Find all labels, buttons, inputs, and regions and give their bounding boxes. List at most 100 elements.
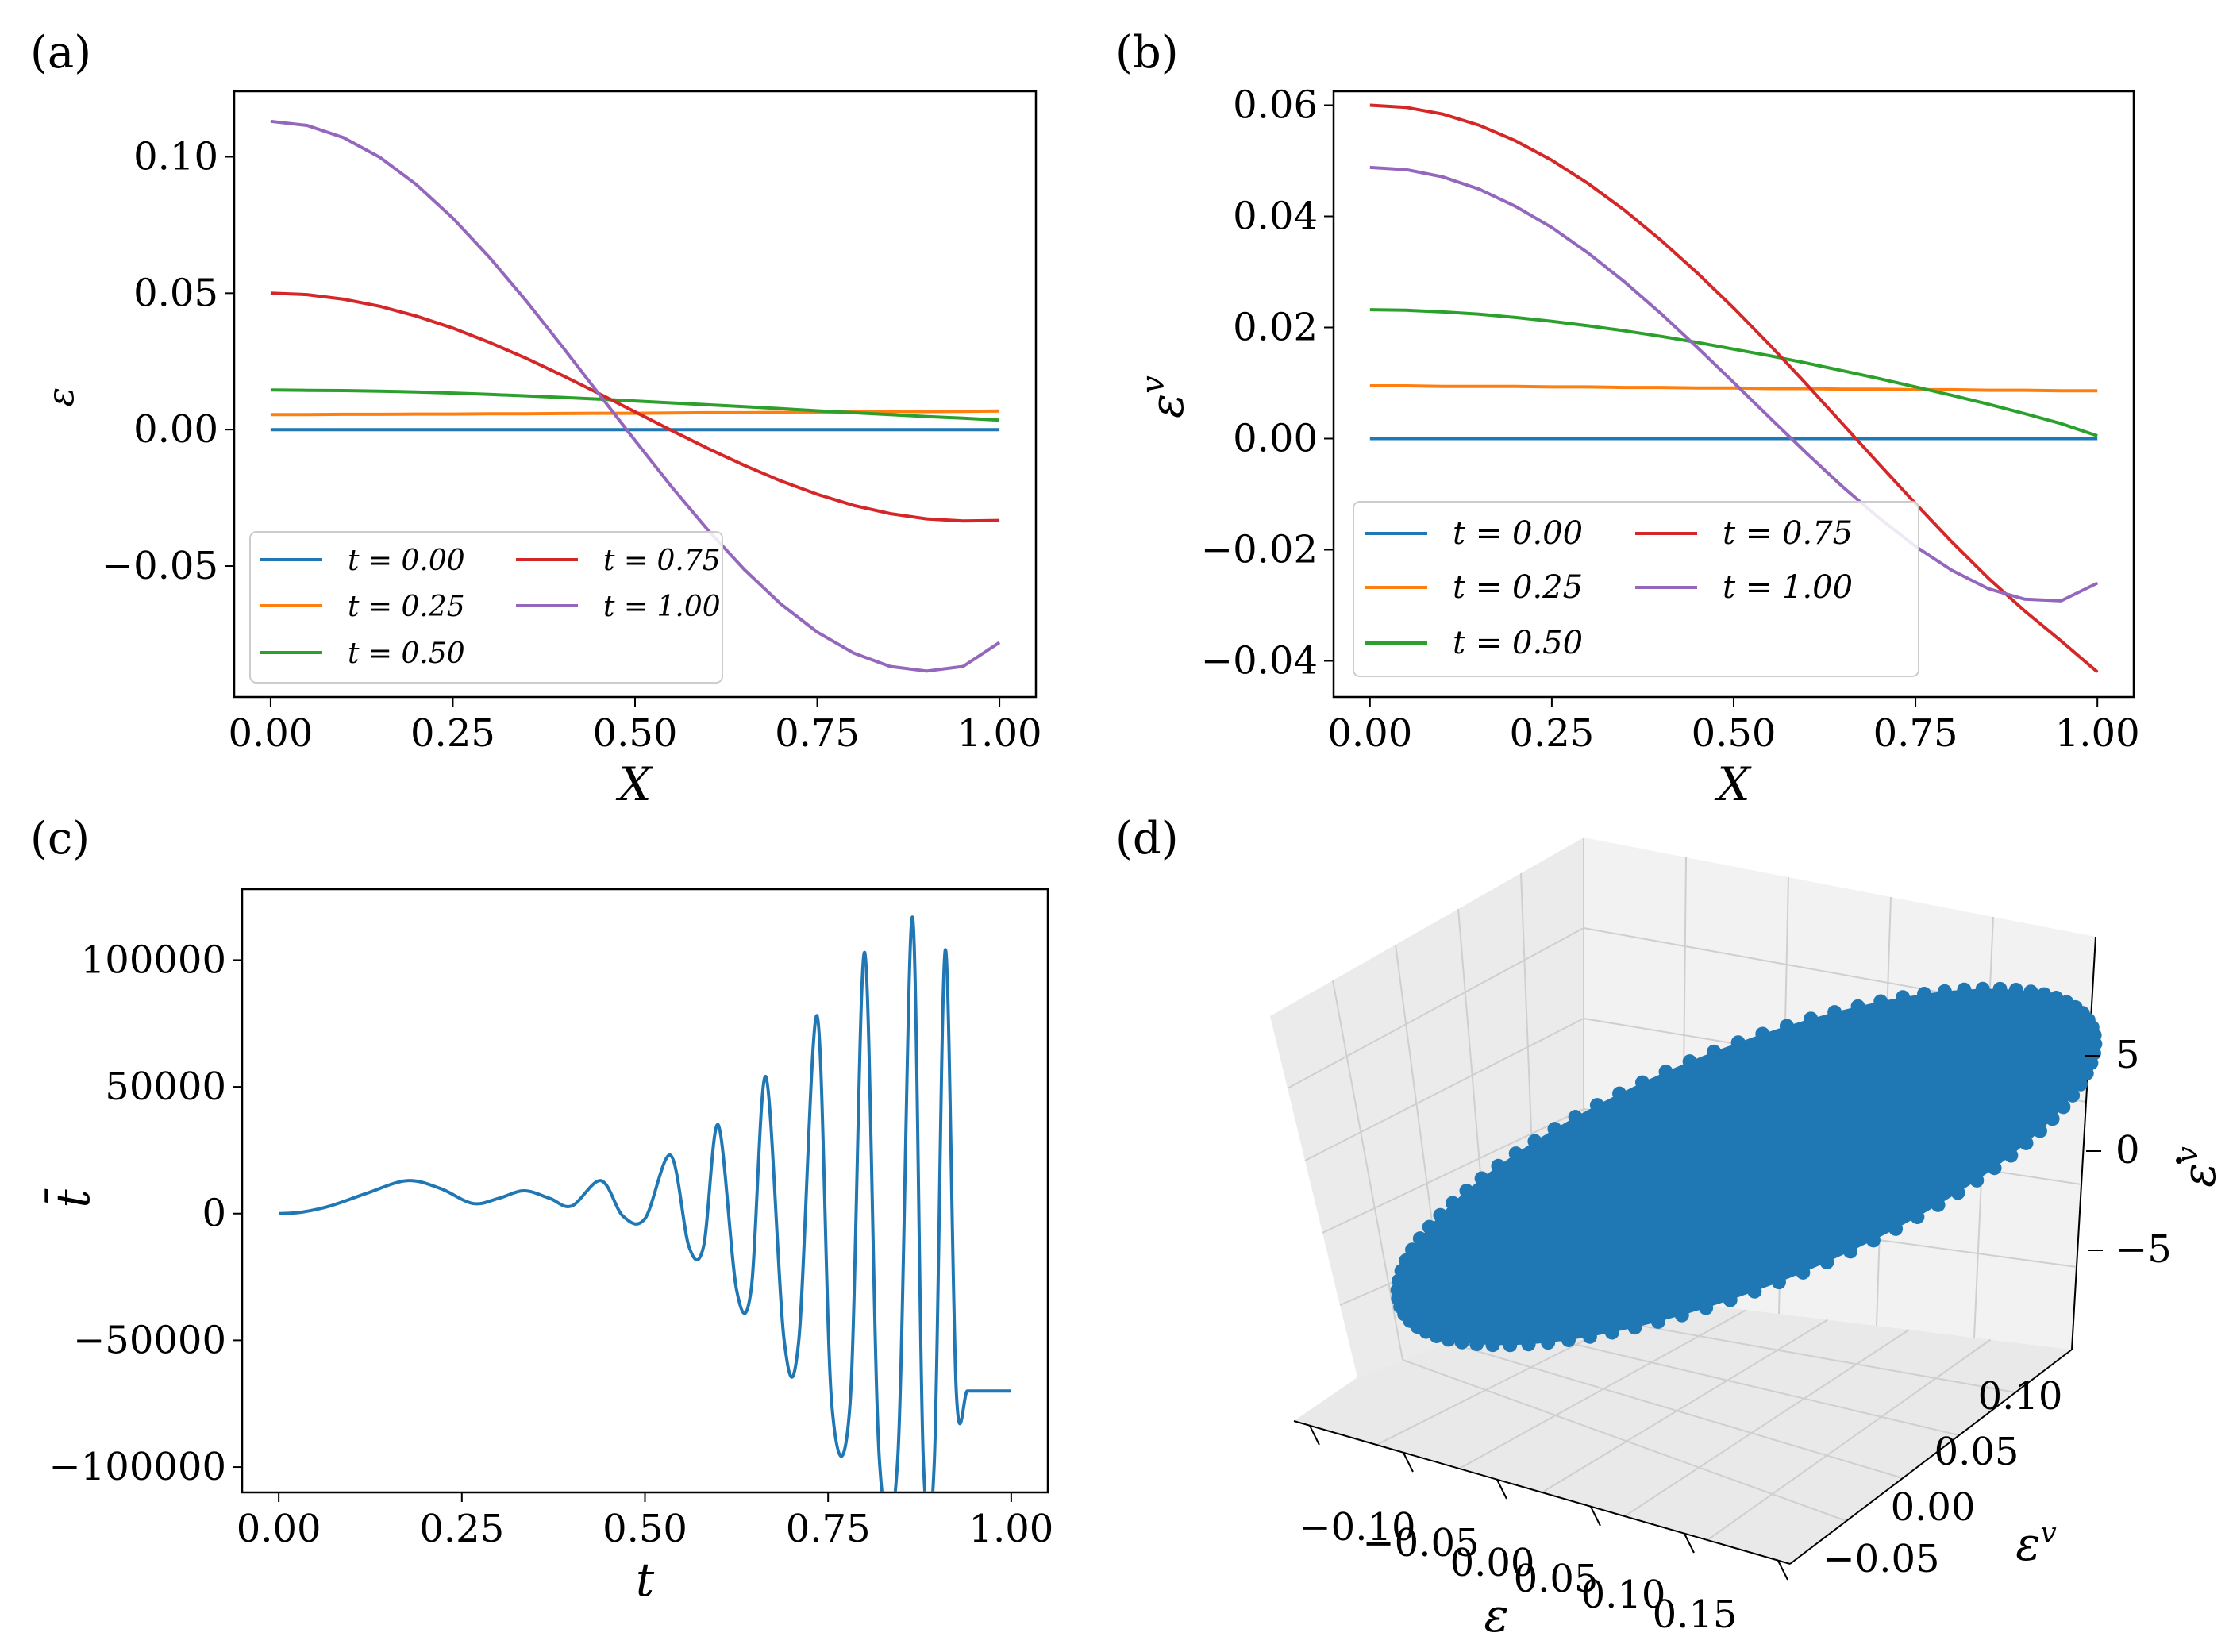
z-axis-dot <box>2176 1157 2182 1164</box>
x-tick-mark <box>1590 1506 1601 1527</box>
scatter-point <box>2045 1111 2060 1126</box>
y-tick-label: 0.02 <box>1233 306 1318 350</box>
panel-b: (b)0.00 0.25 0.50 0.75 1.000.060.040.020.00−… <box>1115 27 2140 811</box>
scatter-point <box>2037 987 2052 1002</box>
legend-label: t = 1.00 <box>603 591 721 623</box>
scatter-point <box>1796 1265 1811 1280</box>
y-tick-label: 0.04 <box>1233 194 1318 239</box>
scatter-point <box>1634 1075 1650 1090</box>
scatter-point <box>1888 1221 1904 1236</box>
scatter-point <box>1723 1292 1738 1307</box>
scatter-point <box>1850 999 1865 1014</box>
x-tick-label: 0.10 <box>1581 1573 1666 1617</box>
grid-line <box>1304 1018 1584 1161</box>
scatter-point <box>1674 1307 1689 1323</box>
x-tick-mark <box>1684 1533 1695 1554</box>
scatter-point <box>1771 1275 1786 1290</box>
scatter-point <box>1896 990 1911 1005</box>
scatter-point <box>1491 1158 1506 1173</box>
y-tick-label: 0 <box>202 1192 226 1236</box>
y-tick-label: −100000 <box>49 1445 226 1489</box>
y-tick-label: 0.05 <box>1934 1430 2019 1474</box>
panel-c: (c) 0.00 0.25 0.50 0.75 1.00 100000 50000 0 −5000… <box>30 813 1053 1607</box>
scatter-point <box>1412 1231 1427 1246</box>
scatter-body <box>1397 988 2096 1346</box>
x-tick-label: 0.75 <box>786 1507 871 1551</box>
scatter-point <box>1527 1134 1542 1149</box>
scatter-point <box>1910 1209 1925 1224</box>
scatter-point <box>2023 984 2038 999</box>
y-tick-label: −0.05 <box>1823 1537 1939 1581</box>
x-tick-label: 0.50 <box>1692 711 1777 756</box>
scatter-point <box>1454 1334 1469 1350</box>
scatter-point <box>2073 1076 2088 1092</box>
series-line <box>1369 308 2098 437</box>
y-tick-label: 50000 <box>105 1065 226 1109</box>
scatter-point <box>1957 982 1972 997</box>
pane-floor <box>1294 1290 2072 1564</box>
scatter-point <box>1804 1011 1819 1026</box>
scatter-point <box>2056 1099 2071 1115</box>
legend-label: t = 0.75 <box>603 545 721 577</box>
series-line <box>270 388 1000 422</box>
scatter-point <box>1405 1242 1420 1257</box>
y-axis-label: ε <box>39 387 82 407</box>
grid-line <box>1287 927 1584 1089</box>
scatter-point <box>2081 1012 2096 1027</box>
scatter-point <box>1779 1019 1794 1034</box>
y-tick-label: 0.00 <box>133 407 218 452</box>
scatter-point <box>1541 1335 1556 1350</box>
panel-label: (a) <box>30 27 91 79</box>
legend-box <box>249 531 723 684</box>
scatter-point <box>1682 1054 1697 1069</box>
x-axis-label: ε <box>1484 1588 1508 1642</box>
scatter-point <box>1873 994 1888 1009</box>
scatter-point <box>1843 1244 1858 1259</box>
scatter-point <box>1589 1098 1604 1113</box>
scatter-point <box>1627 1320 1642 1335</box>
scatter-point <box>1650 1314 1665 1329</box>
scatter-point <box>2008 982 2023 997</box>
series-line <box>1369 384 2098 393</box>
scatter-point <box>1612 1086 1627 1101</box>
y-tick-label: 0.10 <box>133 134 218 179</box>
x-tick-label: 0.25 <box>410 711 495 756</box>
axes-frame <box>241 888 1049 1494</box>
series-line <box>1369 103 2099 674</box>
scatter-point <box>1604 1325 1619 1340</box>
panel-label: (b) <box>1115 27 1179 79</box>
legend-label: t = 0.75 <box>1723 515 1853 552</box>
y-axis-label-sup: v <box>1135 375 1172 394</box>
scatter-point <box>2065 1088 2081 1103</box>
scatter-point <box>2032 1123 2047 1138</box>
scatter-point <box>1865 1233 1881 1248</box>
z-tick-label: 5 <box>2115 1033 2140 1077</box>
x-tick-mark <box>1403 1452 1414 1473</box>
x-tick-label: 0.15 <box>1653 1592 1738 1637</box>
scatter-point <box>1503 1338 1518 1353</box>
x-tick-label: −0.10 <box>1299 1505 1415 1550</box>
scatter-point <box>1446 1196 1461 1211</box>
grid-line <box>1332 980 1403 1361</box>
grid-line <box>1707 1338 1992 1541</box>
scatter-point <box>2079 1066 2094 1081</box>
scatter-point <box>1917 987 1932 1002</box>
x-tick-label: 0.50 <box>602 1507 687 1551</box>
x-axis-label: X <box>1714 757 1752 811</box>
x-tick-mark <box>1309 1425 1320 1446</box>
y-axis-line <box>1789 1349 2073 1565</box>
z-axis-label-base: ε <box>2172 1163 2226 1188</box>
scatter-point <box>1730 1035 1746 1050</box>
z-axis-line <box>2071 936 2096 1350</box>
z-tick-label: 0 <box>2115 1128 2140 1173</box>
scatter-point <box>1547 1122 1562 1137</box>
scatter-point <box>1459 1184 1474 1199</box>
scatter-point <box>1508 1146 1523 1161</box>
x-tick-mark <box>1777 1560 1788 1581</box>
legend-label: t = 0.50 <box>1453 625 1583 661</box>
panel-label: (c) <box>30 813 90 865</box>
scatter-point <box>1987 1161 2002 1176</box>
z-axis-label: εv <box>2172 1146 2226 1187</box>
x-axis-line <box>1293 1420 1791 1565</box>
